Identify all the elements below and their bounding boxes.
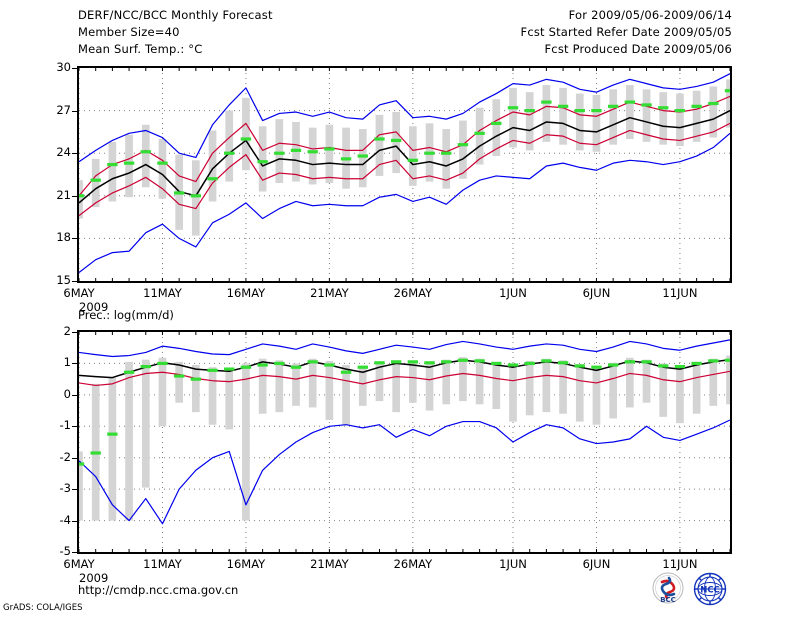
temp-x-tick-label: 16MAY: [226, 286, 266, 300]
report-title: DERF/NCC/BCC Monthly Forecast: [78, 8, 273, 22]
temp-y-tick-mark: [72, 195, 77, 197]
prec-y-tick-mark: [72, 394, 77, 396]
forecast-start-date: Fcst Started Refer Date 2009/05/05: [520, 25, 732, 39]
prec-y-tick-mark: [72, 363, 77, 365]
temp-axis-title: Mean Surf. Temp.: °C: [78, 42, 203, 56]
temp-year-label: 2009: [79, 300, 109, 314]
temp-y-tick-label: 27: [56, 102, 71, 117]
forecast-period: For 2009/05/06-2009/06/14: [568, 8, 732, 22]
prec-year-label: 2009: [79, 571, 109, 585]
precipitation-plot-area: [79, 332, 730, 552]
source-url[interactable]: http://cmdp.ncc.cma.gov.cn: [78, 583, 239, 597]
prec-y-tick-label: -1: [59, 418, 71, 433]
prec-y-tick-mark: [72, 552, 77, 553]
temperature-plot-area: [79, 68, 730, 281]
prec-y-tick-mark: [72, 520, 77, 522]
temp-x-tick-label: 26MAY: [393, 286, 433, 300]
temp-y-tick-mark: [72, 153, 77, 155]
temp-x-tick-label: 11JUN: [662, 286, 698, 300]
temp-y-tick-mark: [72, 110, 77, 112]
prec-y-tick-label: -2: [59, 449, 71, 464]
prec-y-tick-label: 0: [63, 386, 71, 401]
prec-x-tick-label: 16MAY: [226, 557, 266, 571]
prec-y-tick-label: -4: [59, 512, 71, 527]
temp-y-tick-label: 15: [56, 273, 71, 287]
ncc-logo: NCC: [693, 572, 727, 606]
prec-y-tick-mark: [72, 332, 77, 333]
precipitation-chart-panel: [77, 330, 732, 554]
temp-x-tick-label: 11MAY: [143, 286, 182, 300]
temp-y-tick-mark: [72, 238, 77, 240]
prec-y-tick-mark: [72, 426, 77, 428]
precipitation-axis-title: Prec.: log(mm/d): [78, 308, 174, 322]
bcc-logo: BCC: [652, 572, 684, 604]
svg-text:BCC: BCC: [660, 596, 676, 604]
temp-x-tick-label: 21MAY: [310, 286, 349, 300]
temp-x-tick-label: 6JUN: [582, 286, 611, 300]
temp-y-tick-label: 30: [56, 60, 71, 74]
prec-y-tick-mark: [72, 457, 77, 459]
prec-x-tick-label: 26MAY: [393, 557, 433, 571]
prec-x-tick-label: 1JUN: [499, 557, 527, 571]
temp-y-tick-label: 21: [56, 187, 71, 202]
temp-y-tick-label: 24: [56, 145, 71, 160]
prec-y-tick-label: -3: [59, 481, 71, 496]
temp-x-tick-label: 6MAY: [63, 286, 95, 300]
temp-y-tick-mark: [72, 281, 77, 282]
prec-y-tick-label: -5: [59, 544, 71, 558]
prec-y-tick-label: 1: [63, 355, 71, 370]
temp-x-tick-label: 1JUN: [499, 286, 527, 300]
temperature-chart-panel: [77, 66, 732, 283]
temp-y-tick-mark: [72, 68, 77, 69]
svg-text:NCC: NCC: [700, 586, 720, 596]
prec-x-tick-label: 11MAY: [143, 557, 182, 571]
forecast-produced-date: Fcst Produced Date 2009/05/06: [544, 42, 732, 56]
prec-x-tick-label: 11JUN: [662, 557, 698, 571]
prec-y-tick-label: 2: [63, 324, 71, 338]
prec-y-tick-mark: [72, 489, 77, 491]
prec-x-tick-label: 6JUN: [582, 557, 611, 571]
temp-y-tick-label: 18: [56, 230, 71, 245]
grads-credit: GrADS: COLA/IGES: [3, 603, 83, 613]
prec-x-tick-label: 6MAY: [63, 557, 95, 571]
member-size-label: Member Size=40: [78, 25, 180, 39]
prec-x-tick-label: 21MAY: [310, 557, 349, 571]
